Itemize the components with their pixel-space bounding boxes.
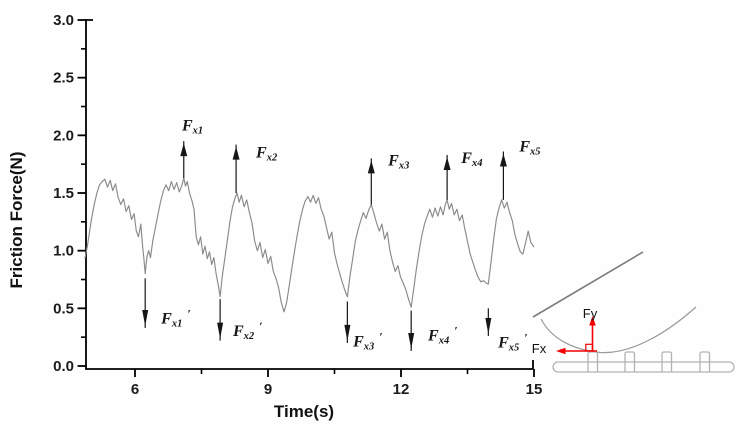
down-arrow-head-Fx5-prime bbox=[485, 318, 492, 335]
y-axis-title: Friction Force(N) bbox=[7, 152, 26, 289]
series bbox=[84, 177, 535, 313]
down-arrow-head-Fx4-prime bbox=[408, 333, 415, 350]
down-arrow-head-Fx3-prime bbox=[344, 324, 351, 341]
fx-label: Fx bbox=[532, 341, 547, 356]
down-arrow-head-Fx2-prime bbox=[217, 322, 224, 339]
series-friction-force-signal bbox=[84, 177, 535, 313]
y-tick-label: 2.5 bbox=[53, 70, 74, 87]
down-arrow-head-Fx1-prime bbox=[142, 309, 149, 326]
substrate-bar bbox=[552, 361, 735, 373]
annotation-label-Fx3-prime: Fx3′ bbox=[352, 329, 383, 352]
up-arrow-head-Fx3 bbox=[367, 160, 375, 174]
y-tick-label: 1.0 bbox=[53, 243, 74, 260]
y-tick-label: 2.0 bbox=[53, 127, 74, 144]
annotation-label-Fx2: Fx2 bbox=[255, 144, 278, 163]
up-arrow-head-Fx4 bbox=[443, 156, 451, 170]
pad-curve-line bbox=[540, 306, 697, 354]
fx-arrow-head bbox=[556, 347, 566, 355]
x-tick-label: 15 bbox=[526, 381, 543, 398]
x-tick-label: 6 bbox=[131, 381, 139, 398]
annotation-label-Fx4: Fx4 bbox=[460, 150, 482, 169]
substrate-pillar bbox=[587, 351, 599, 372]
annotation-label-Fx1: Fx1 bbox=[181, 118, 203, 137]
x-tick-label: 12 bbox=[393, 381, 410, 398]
annotation-label-Fx5-prime: Fx5′ bbox=[497, 331, 528, 354]
fy-arrow-head bbox=[589, 316, 596, 326]
substrate-pillar bbox=[661, 351, 673, 372]
axis-frame bbox=[85, 19, 534, 370]
up-arrow-head-Fx2 bbox=[232, 146, 240, 160]
up-arrow-head-Fx5 bbox=[499, 153, 507, 167]
annotation-label-Fx4-prime: Fx4′ bbox=[427, 324, 458, 347]
x-tick-label: 9 bbox=[264, 381, 272, 398]
y-tick-label: 3.0 bbox=[53, 12, 74, 29]
micro-structured-substrate bbox=[552, 351, 735, 373]
annotation-label-Fx1-prime: Fx1′ bbox=[160, 306, 191, 329]
y-tick-label: 1.5 bbox=[53, 185, 74, 202]
annotations: Fx1 Fx2 Fx3 Fx4 Fx5 Fx1′ Fx2′ Fx3′ Fx4′ Fx5′ bbox=[142, 118, 541, 354]
annotation-label-Fx2-prime: Fx2′ bbox=[232, 319, 263, 342]
annotation-label-Fx5: Fx5 bbox=[518, 138, 540, 157]
axes: 0.0 0.5 1.0 1.5 2.0 2.5 3.0 6 9 12 15 bbox=[53, 12, 542, 398]
y-tick-label: 0.0 bbox=[53, 358, 74, 375]
fy-label: Fy bbox=[583, 306, 598, 321]
substrate-pillar bbox=[699, 351, 711, 372]
right-angle-marker bbox=[585, 343, 594, 352]
force-vectors bbox=[556, 316, 597, 355]
y-tick-label: 0.5 bbox=[53, 300, 74, 317]
blade-upper-line bbox=[532, 251, 644, 318]
annotation-label-Fx3: Fx3 bbox=[387, 152, 409, 171]
up-arrow-head-Fx1 bbox=[180, 143, 188, 157]
x-axis-title: Time(s) bbox=[274, 402, 334, 421]
substrate-pillar bbox=[624, 351, 636, 372]
contact-schematic-inset: Fy Fx bbox=[532, 251, 735, 373]
